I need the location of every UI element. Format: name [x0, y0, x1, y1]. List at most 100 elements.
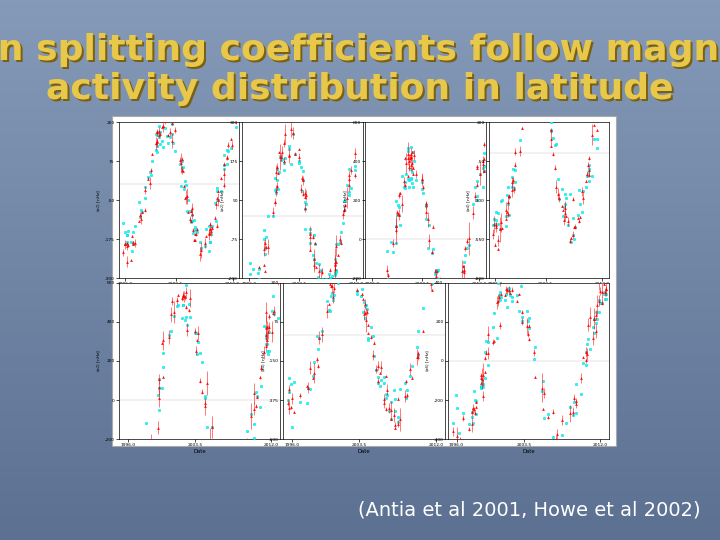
Point — [570, 408, 582, 417]
Bar — [0, 157, 720, 159]
Bar — [0, 451, 720, 454]
Bar — [0, 59, 720, 62]
Point — [387, 247, 399, 256]
Bar — [0, 211, 720, 213]
Bar — [0, 8, 720, 11]
Point — [130, 221, 141, 230]
Bar — [0, 497, 720, 500]
Text: (Antia et al 2001, Howe et al 2002): (Antia et al 2001, Howe et al 2002) — [358, 501, 701, 520]
Point — [305, 225, 316, 233]
Point — [588, 134, 600, 143]
Point — [302, 383, 314, 392]
Bar — [0, 292, 720, 294]
Bar — [0, 327, 720, 329]
Point — [593, 95, 605, 104]
Bar — [0, 43, 720, 46]
Point — [326, 289, 338, 298]
Bar — [0, 54, 720, 57]
Bar — [0, 0, 720, 3]
Point — [192, 338, 204, 346]
Point — [330, 268, 342, 276]
Bar — [0, 348, 720, 351]
Bar — [0, 432, 720, 435]
Point — [320, 275, 331, 284]
Point — [349, 165, 361, 174]
Point — [413, 327, 424, 335]
Bar — [0, 111, 720, 113]
Point — [418, 304, 429, 313]
Point — [557, 430, 568, 439]
Bar — [0, 159, 720, 162]
Point — [121, 231, 132, 239]
X-axis label: Date: Date — [296, 288, 309, 293]
Point — [582, 171, 593, 180]
Bar — [0, 140, 720, 143]
Point — [117, 219, 128, 227]
Point — [289, 150, 300, 158]
Point — [218, 161, 230, 170]
Bar — [0, 86, 720, 89]
Bar — [0, 418, 720, 421]
Point — [590, 308, 602, 316]
Bar — [0, 478, 720, 481]
Point — [567, 214, 579, 222]
Bar — [0, 205, 720, 208]
Bar — [0, 526, 720, 529]
Point — [212, 187, 223, 195]
Point — [418, 189, 429, 198]
Point — [539, 97, 550, 105]
Point — [218, 460, 230, 469]
Point — [440, 306, 451, 315]
Point — [358, 307, 369, 316]
Point — [311, 332, 323, 340]
Bar — [0, 294, 720, 297]
Point — [118, 483, 130, 492]
Point — [495, 225, 506, 233]
Bar — [0, 410, 720, 413]
Bar — [0, 11, 720, 14]
Point — [263, 328, 274, 337]
Point — [179, 316, 191, 325]
Point — [156, 137, 168, 145]
Point — [461, 244, 472, 253]
Point — [545, 126, 557, 134]
Point — [203, 246, 215, 255]
Point — [559, 199, 571, 208]
Point — [431, 266, 442, 274]
Point — [386, 238, 397, 246]
Bar — [0, 38, 720, 40]
Point — [591, 135, 603, 144]
Bar — [112, 116, 616, 446]
Point — [314, 333, 325, 342]
Bar — [0, 532, 720, 535]
Point — [429, 270, 441, 279]
Point — [547, 134, 559, 143]
Point — [262, 350, 274, 359]
Point — [176, 314, 188, 322]
Point — [385, 414, 397, 423]
Point — [179, 185, 190, 194]
Point — [509, 166, 521, 175]
Point — [426, 279, 438, 287]
Point — [202, 423, 213, 432]
Y-axis label: $\langle a_2 \rangle$ [nHz]: $\langle a_2 \rangle$ [nHz] — [96, 188, 103, 212]
Bar — [0, 40, 720, 43]
Point — [248, 434, 259, 442]
Bar — [0, 135, 720, 138]
Bar — [0, 162, 720, 165]
Point — [323, 306, 334, 314]
Point — [469, 387, 480, 396]
Point — [312, 345, 323, 353]
Point — [204, 238, 216, 246]
Point — [258, 322, 270, 330]
Point — [426, 248, 438, 257]
Point — [394, 202, 405, 211]
Point — [300, 205, 311, 213]
Point — [493, 291, 505, 299]
Bar — [0, 394, 720, 397]
Point — [444, 299, 455, 308]
Bar — [0, 240, 720, 243]
Point — [139, 461, 150, 469]
Y-axis label: $\langle a_4 \rangle$ [nHz]: $\langle a_4 \rangle$ [nHz] — [466, 188, 473, 212]
Point — [520, 94, 531, 103]
